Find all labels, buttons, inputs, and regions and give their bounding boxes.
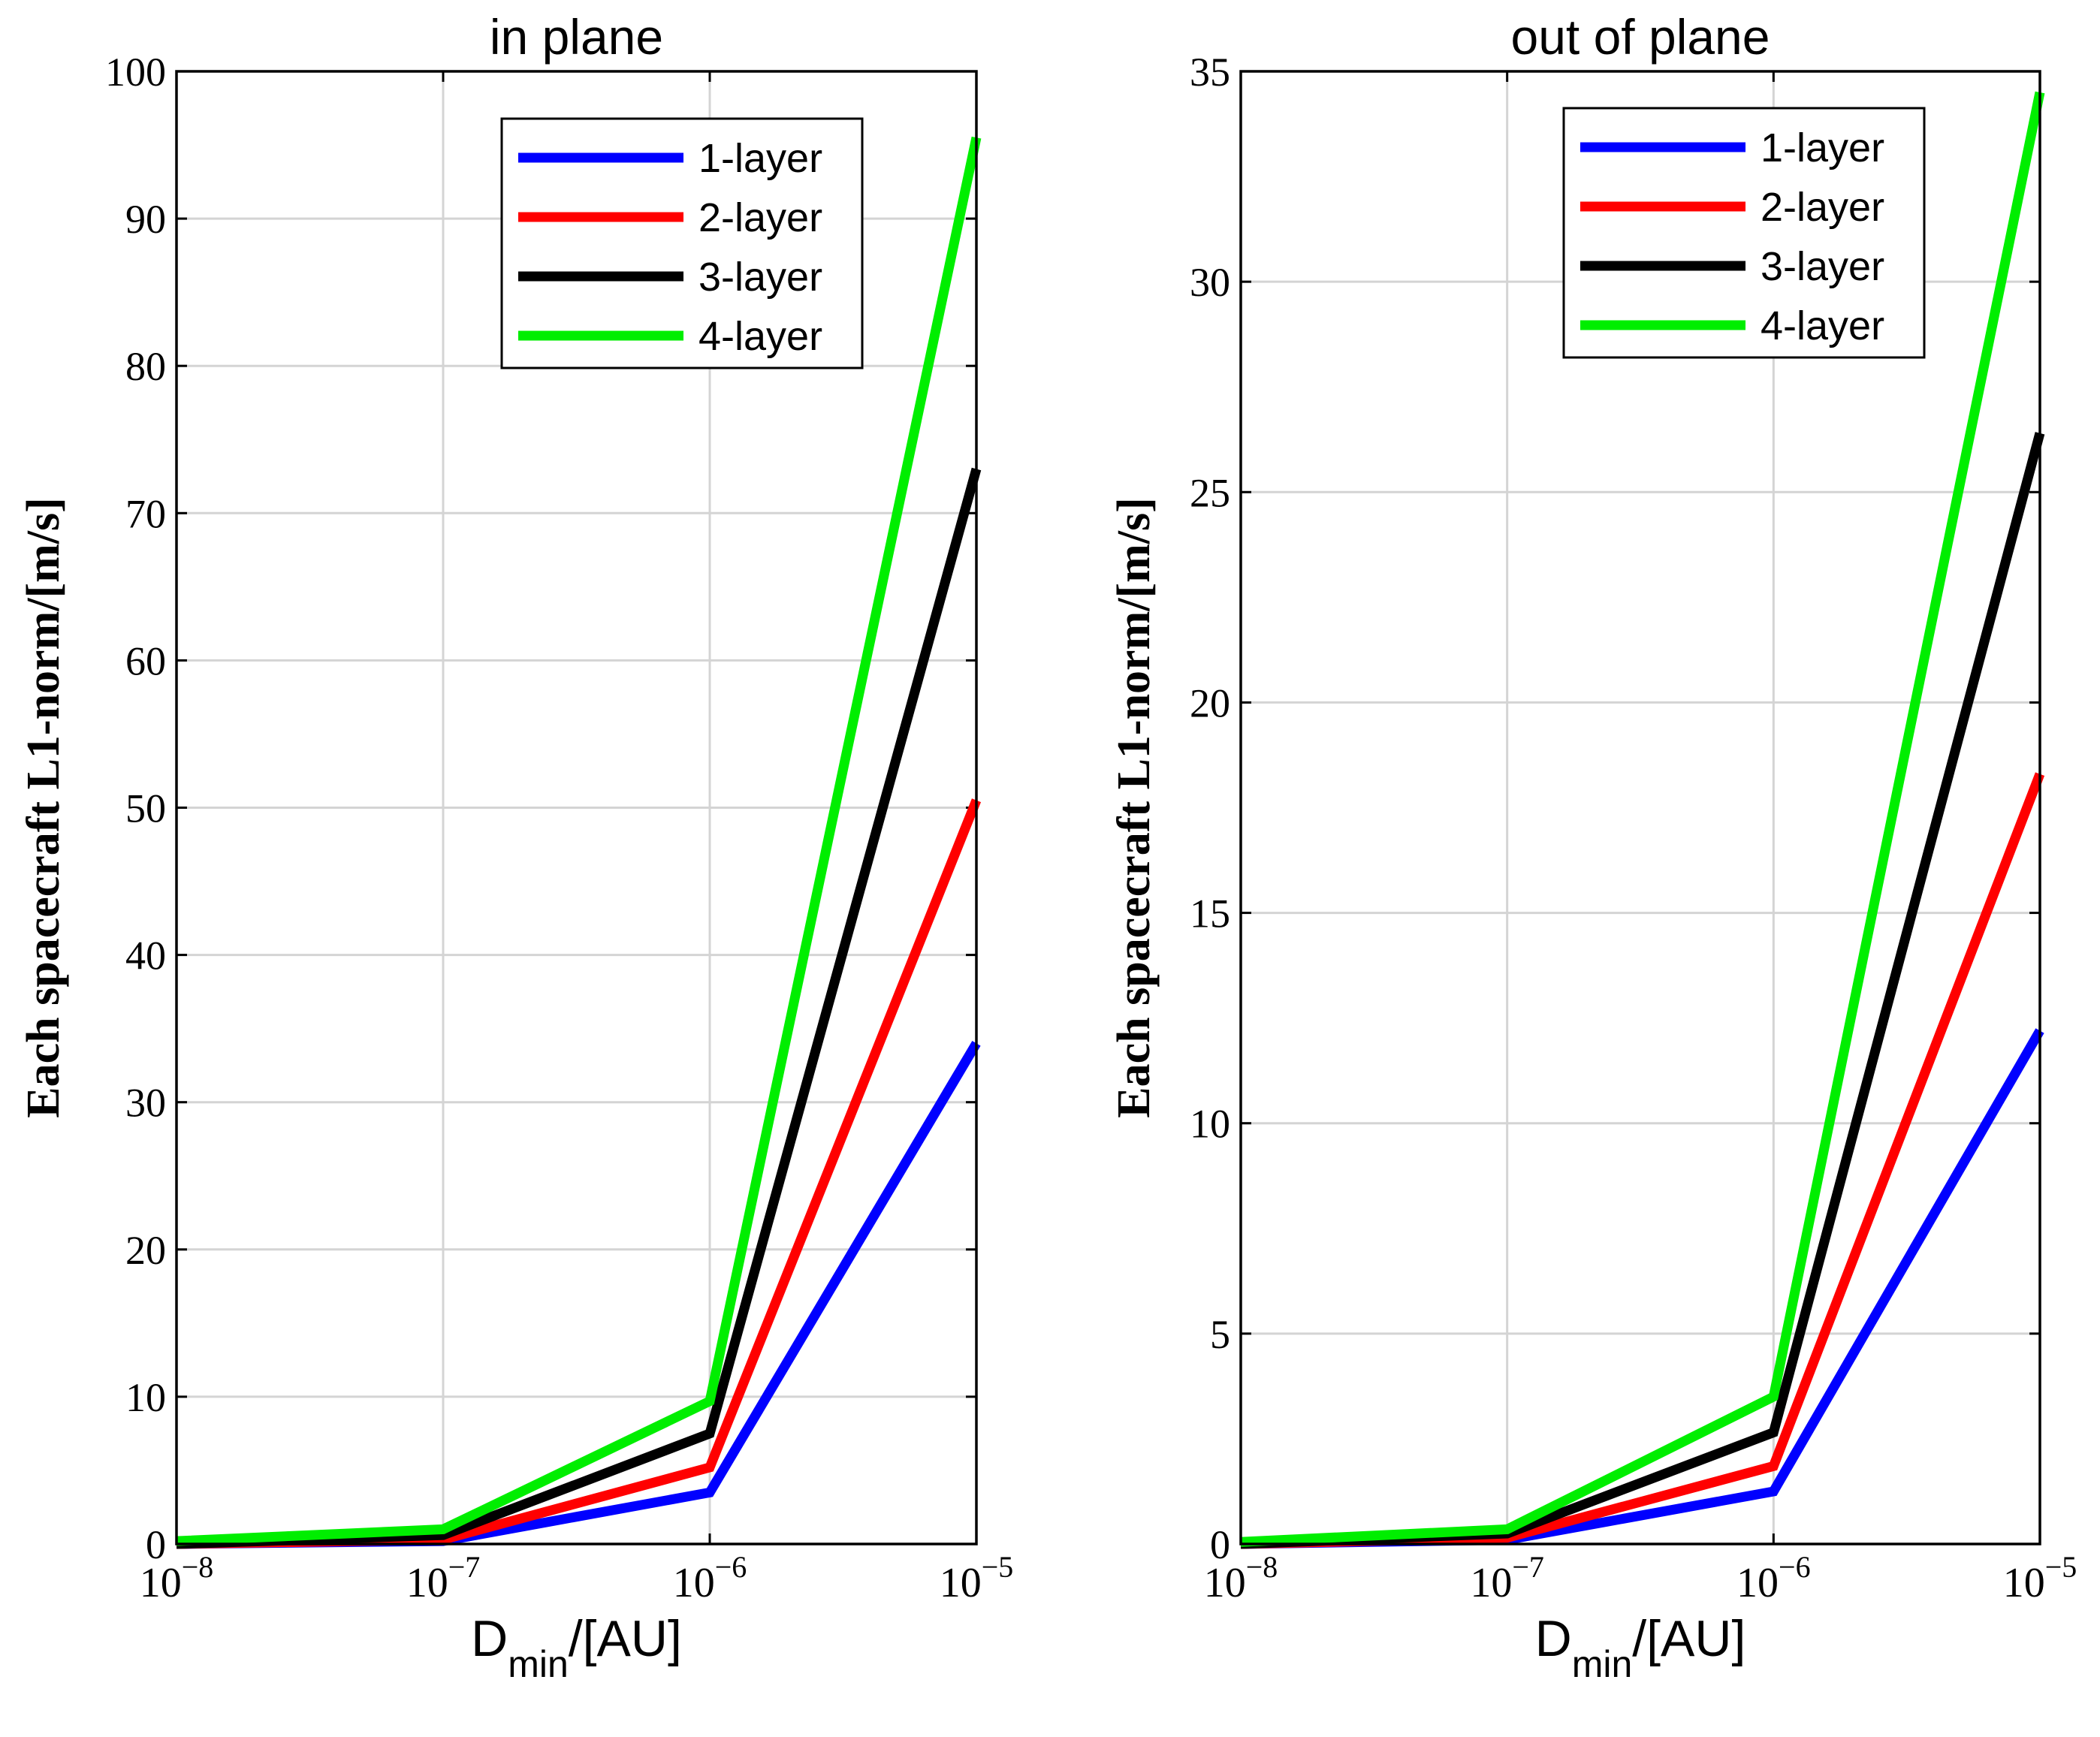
x-tick-label: 10−6 — [1736, 1550, 1811, 1606]
y-tick-label: 10 — [125, 1375, 166, 1420]
legend-label: 3-layer — [698, 255, 822, 300]
y-tick-label: 35 — [1190, 50, 1230, 95]
y-tick-label: 50 — [125, 786, 166, 831]
series-line-4-layer — [176, 136, 982, 1546]
y-tick-label: 25 — [1190, 470, 1230, 515]
y-tick-label: 70 — [125, 491, 166, 536]
legend: 1-layer 2-layer 3-layer 4-layer — [500, 117, 864, 369]
x-axis-label: Dmin/[AU] — [1535, 1610, 1746, 1685]
y-tick-label: 20 — [1190, 680, 1230, 725]
legend-label: 2-layer — [698, 195, 822, 240]
x-tick-label: 10−5 — [940, 1550, 1014, 1606]
y-tick-label: 90 — [125, 197, 166, 242]
y-tick-label: 30 — [125, 1081, 166, 1126]
axes-frame — [175, 70, 978, 1546]
legend-label: 4-layer — [698, 314, 822, 359]
y-axis-label: Each spacecraft L1-norm/[m/s] — [1109, 497, 1160, 1118]
x-tick-label: 10−7 — [406, 1550, 481, 1606]
legend-label: 2-layer — [1761, 185, 1884, 230]
y-tick-label: 15 — [1190, 891, 1230, 936]
y-tick-label: 5 — [1210, 1312, 1230, 1357]
x-tick-label: 10−8 — [1204, 1550, 1278, 1606]
legend-label: 1-layer — [1761, 125, 1884, 170]
chart-title: out of plane — [1511, 9, 1770, 65]
y-axis-label: Each spacecraft L1-norm/[m/s] — [18, 497, 69, 1118]
y-tick-label: 40 — [125, 933, 166, 979]
legend: 1-layer 2-layer 3-layer 4-layer — [1562, 107, 1926, 359]
legend-label: 1-layer — [698, 136, 822, 181]
y-tick-label: 60 — [125, 638, 166, 683]
legend-label: 4-layer — [1761, 303, 1884, 348]
chart-panel-in-plane: 0 10 20 30 40 50 60 70 80 90 100 10−8 10−7 10−6 10−5 in… — [18, 9, 1013, 1685]
chart-panel-out-of-plane: 0 5 10 15 20 25 30 35 10−8 10−7 10−6 10−5 out of pla… — [1109, 9, 2077, 1685]
y-tick-label: 20 — [125, 1228, 166, 1273]
y-tick-label: 10 — [1190, 1102, 1230, 1147]
chart-title: in plane — [490, 9, 663, 65]
y-tick-label: 80 — [125, 344, 166, 389]
x-tick-label: 10−5 — [2003, 1550, 2077, 1606]
y-tick-label: 0 — [1210, 1522, 1230, 1567]
x-axis-label: Dmin/[AU] — [471, 1610, 682, 1685]
y-tick-label: 0 — [146, 1522, 166, 1567]
series-line-4-layer — [1240, 91, 2045, 1547]
legend-label: 3-layer — [1761, 244, 1884, 289]
y-tick-label: 100 — [105, 50, 166, 95]
y-tick-label: 30 — [1190, 260, 1230, 305]
x-tick-label: 10−8 — [140, 1550, 214, 1606]
x-tick-label: 10−7 — [1470, 1550, 1544, 1606]
axes-frame — [1239, 70, 2041, 1546]
x-tick-label: 10−6 — [673, 1550, 747, 1606]
